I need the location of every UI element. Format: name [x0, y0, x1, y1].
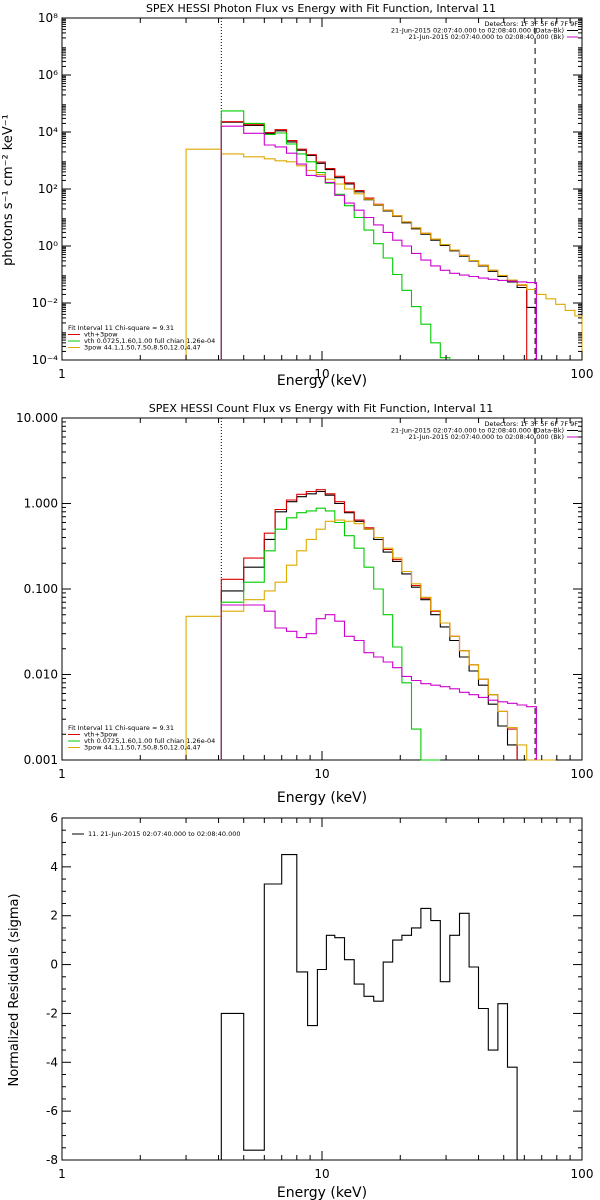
series-vth — [220, 110, 451, 360]
x-tick-label: 100 — [571, 367, 594, 381]
plot-marks — [220, 854, 518, 1160]
series-bk — [220, 604, 537, 760]
x-tick-label: 10 — [314, 1167, 329, 1181]
x-tick-label: 100 — [571, 767, 594, 781]
x-tick-label: 100 — [571, 1167, 594, 1181]
series-3pow — [185, 519, 556, 761]
y-tick-label: 6 — [50, 811, 58, 825]
y-tick-label: 10² — [38, 182, 58, 196]
legend-entry-bottomleft: Fit Interval 11 Chi-square = 9.31 — [68, 324, 174, 332]
legend-entry-bottomleft: vth+3pow — [84, 731, 118, 739]
legend-entry-bottomleft: 3pow 44.1,1.50,7.50,8.50,12.0,4.47 — [84, 744, 201, 752]
x-tick-label: 1 — [58, 767, 66, 781]
x-axis-label: Energy (keV) — [277, 790, 367, 806]
y-tick-label: 0.010 — [24, 668, 58, 682]
y-tick-label: 10⁸ — [38, 11, 58, 25]
plot-marks — [185, 18, 583, 360]
series-bk — [220, 125, 537, 360]
photon-flux-panel: SPEX HESSI Photon Flux vs Energy with Fi… — [1, 2, 593, 389]
legend-entry-bottomleft: vth 0.0725,1.60,1.00 full chian 1.26e-04 — [84, 337, 215, 345]
y-tick-label: -4 — [46, 1055, 58, 1069]
axis-ticks: 1 10 100 -8 -6 -4 -2 0 2 4 6 — [46, 811, 593, 1181]
y-tick-label: 10⁶ — [38, 68, 58, 82]
legend-entry-topright: 21-Jun-2015 02:07:40.000 to 02:08:40.000… — [409, 33, 564, 41]
y-tick-label: 10⁻² — [32, 296, 59, 310]
x-tick-label: 1 — [58, 1167, 66, 1181]
axis-ticks: 1 10 100 10⁻⁴ 10⁻² 10⁰ 10² 10⁴ 10⁶ 10⁸ — [32, 11, 594, 381]
x-tick-label: 10 — [314, 367, 329, 381]
x-tick-label: 1 — [58, 367, 66, 381]
y-tick-label: -2 — [46, 1006, 58, 1020]
y-tick-label: 10.000 — [16, 411, 58, 425]
series-vth — [220, 507, 441, 761]
y-tick-label: 0 — [50, 958, 58, 972]
y-tick-label: 0.100 — [24, 582, 58, 596]
legend-entry-topright: 21-Jun-2015 02:07:40.000 to 02:08:40.000… — [409, 433, 564, 441]
plot-marks — [185, 418, 556, 761]
y-tick-label: 10⁰ — [38, 239, 58, 253]
y-tick-label: 2 — [50, 909, 58, 923]
legend-entry-bottomleft: vth 0.0725,1.60,1.00 full chian 1.26e-04 — [84, 737, 215, 745]
y-tick-label: 1.000 — [24, 497, 58, 511]
x-axis-label: Energy (keV) — [277, 373, 367, 389]
legend: Detectors: 1F 3F 5F 6F 7F 9F21-Jun-2015 … — [68, 420, 578, 752]
legend-entry-topleft: 11. 21-Jun-2015 02:07:40.000 to 02:08:40… — [88, 830, 240, 838]
x-axis-label: Energy (keV) — [277, 1185, 367, 1200]
y-tick-label: 4 — [50, 860, 58, 874]
legend-entry-bottomleft: 3pow 44.1,1.50,7.50,8.50,12.0,4.47 — [84, 344, 201, 352]
series-11-21-jun-2015-02-07-40-000-to-02-08-40-000 — [220, 854, 518, 1160]
x-tick-label: 10 — [314, 767, 329, 781]
y-tick-label: -8 — [46, 1153, 58, 1167]
y-axis-label: photons s⁻¹ cm⁻² keV⁻¹ — [1, 114, 16, 266]
legend-entry-bottomleft: vth+3pow — [84, 331, 118, 339]
y-axis-label: Normalized Residuals (sigma) — [7, 893, 22, 1086]
y-tick-label: -6 — [46, 1104, 58, 1118]
y-tick-label: 10⁴ — [38, 125, 58, 139]
residuals-panel: 1 10 100 -8 -6 -4 -2 0 2 4 6 11. 21-Jun-2015 02:07… — [7, 811, 593, 1200]
legend-entry-topright: 21-Jun-2015 02:07:40.000 to 02:08:40.000… — [391, 427, 564, 435]
chart-title: SPEX HESSI Photon Flux vs Energy with Fi… — [146, 2, 496, 15]
legend: 11. 21-Jun-2015 02:07:40.000 to 02:08:40… — [72, 830, 240, 838]
count-flux-panel: SPEX HESSI Count Flux vs Energy with Fit… — [16, 402, 593, 806]
y-tick-label: 10⁻⁴ — [32, 353, 59, 367]
axis-ticks: 1 10 100 0.001 0.010 0.100 1.000 10.000 — [16, 411, 593, 781]
chart-title: SPEX HESSI Count Flux vs Energy with Fit… — [149, 402, 493, 415]
y-tick-label: 0.001 — [24, 753, 58, 767]
legend-entry-topright: Detectors: 1F 3F 5F 6F 7F 9F — [484, 420, 578, 428]
legend: Detectors: 1F 3F 5F 6F 7F 9F21-Jun-2015 … — [68, 20, 578, 352]
legend-entry-bottomleft: Fit Interval 11 Chi-square = 9.31 — [68, 724, 174, 732]
legend-entry-topright: 21-Jun-2015 02:07:40.000 to 02:08:40.000… — [391, 27, 564, 35]
legend-entry-topright: Detectors: 1F 3F 5F 6F 7F 9F — [484, 20, 578, 28]
